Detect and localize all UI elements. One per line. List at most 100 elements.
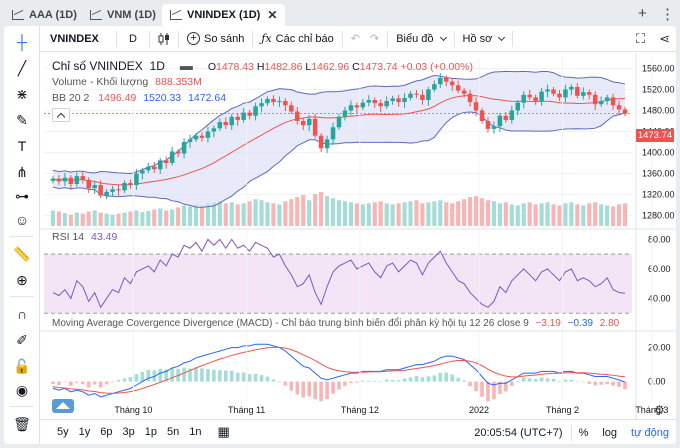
emoji-icon[interactable]: ☺ <box>14 212 30 228</box>
chart-canvas[interactable]: 1560.001520.001480.001440.001400.001360.… <box>40 52 676 419</box>
range-6m[interactable]: 6p <box>100 426 113 438</box>
brush-icon[interactable]: ✎ <box>16 111 28 128</box>
magnet-icon[interactable]: ∩ <box>16 306 28 322</box>
prediction-tool-icon[interactable]: ⊶ <box>15 187 29 204</box>
rsi-label: RSI 14 <box>52 231 85 243</box>
rsi-tick-label: 40.00 <box>648 293 671 303</box>
range-3m[interactable]: 3p <box>122 426 135 438</box>
macd-histogram-bar <box>581 381 586 383</box>
pattern-tool-icon[interactable]: ⋔ <box>16 163 28 180</box>
more-vertical-icon[interactable]: ⋮ <box>660 6 675 23</box>
close-value: 1473.74 <box>359 61 398 73</box>
profile-menu[interactable]: Hồ sơ <box>455 26 513 52</box>
macd-histogram-bar <box>599 381 603 385</box>
compare-label: So sánh <box>204 32 245 45</box>
crosshair-icon[interactable]: ┼ <box>17 34 27 50</box>
tab-aaa[interactable]: AAA (1D) <box>4 4 85 26</box>
clock-time: 20:05:54 (UTC+7) <box>474 426 563 439</box>
volume-bar <box>402 202 407 226</box>
volume-bar <box>158 208 163 226</box>
tradingview-logo-icon[interactable] <box>52 399 74 413</box>
volume-bar <box>229 202 234 226</box>
share-icon[interactable]: ⋖ <box>659 31 670 46</box>
function-icon: ƒx <box>261 32 272 45</box>
volume-bar <box>170 209 175 226</box>
candle-body <box>461 90 467 94</box>
macd-histogram-bar <box>480 381 484 397</box>
macd-histogram-bar <box>128 377 133 382</box>
volume-bar <box>217 201 222 226</box>
time-tick-label: Tháng 12 <box>341 405 379 415</box>
volume-bar <box>396 203 401 226</box>
last-price-tag: 1473.74 <box>636 129 674 142</box>
zoom-in-icon[interactable]: ⊕ <box>16 271 28 288</box>
fib-tool-icon[interactable]: ⋇ <box>16 85 28 102</box>
interval-button[interactable]: D <box>129 32 137 45</box>
macd-line <box>52 343 626 398</box>
candle-body <box>330 127 336 140</box>
macd-histogram-bar <box>223 370 228 382</box>
tab-vnindex[interactable]: VNINDEX (1D) ✕ <box>162 4 286 26</box>
volume-bar <box>473 196 479 226</box>
close-tab-icon[interactable]: ✕ <box>267 8 278 22</box>
eye-icon[interactable]: ◉ <box>15 381 29 398</box>
range-1d[interactable]: 1n <box>189 426 202 438</box>
range-1y[interactable]: 1y <box>78 426 91 438</box>
candle-body <box>515 102 521 111</box>
range-1m[interactable]: 1p <box>144 426 157 438</box>
compare-button[interactable]: + So sánh <box>179 26 252 52</box>
volume-bar <box>80 213 85 226</box>
trend-line-icon[interactable]: ╱ <box>17 59 27 76</box>
fullscreen-icon[interactable]: ⛶ <box>635 31 646 46</box>
gear-icon[interactable]: ⚙ <box>654 403 665 417</box>
candle-body <box>175 151 181 154</box>
volume-bar <box>110 214 115 226</box>
candle-body <box>360 102 366 108</box>
candle-body <box>68 177 74 184</box>
time-tick-label: Tháng 3 <box>635 405 668 415</box>
log-scale-toggle[interactable]: log <box>602 426 618 439</box>
candle-body <box>420 94 425 100</box>
tab-vnm[interactable]: VNM (1D) <box>82 4 164 26</box>
plus-circle-icon: + <box>187 32 200 45</box>
volume-bar <box>384 203 389 226</box>
candle-body <box>426 89 431 100</box>
candle-body <box>235 116 240 120</box>
chart-type-menu[interactable]: Biểu đồ <box>388 26 453 52</box>
lock-drawing-icon[interactable]: ✐ <box>16 331 28 348</box>
macd-histogram-bar <box>486 381 490 402</box>
macd-histogram-bar <box>605 381 609 385</box>
range-5d[interactable]: 5n <box>167 426 180 438</box>
range-5y[interactable]: 5y <box>57 426 69 438</box>
candle-style-button[interactable] <box>150 26 178 52</box>
volume-bar <box>134 210 139 226</box>
chart-type-label: Biểu đồ <box>396 32 434 45</box>
volume-bar <box>599 204 604 226</box>
text-tool-icon[interactable]: T <box>17 138 27 154</box>
redo-icon[interactable]: ↷ <box>369 33 380 45</box>
trash-icon[interactable]: 🗑 <box>13 415 31 432</box>
macd-histogram-bar <box>289 381 294 391</box>
calendar-icon[interactable]: ▦ <box>217 424 230 439</box>
symbol-search[interactable]: VNINDEX <box>50 32 99 45</box>
macd-histogram-bar <box>319 381 323 402</box>
lock-icon[interactable]: 🔓 <box>13 357 31 374</box>
add-tab-icon[interactable]: + <box>638 5 647 22</box>
candle-body <box>610 97 616 106</box>
tab-label: VNM (1D) <box>107 9 156 21</box>
macd-histogram-bar <box>206 368 210 382</box>
ruler-icon[interactable]: 📏 <box>13 245 31 262</box>
indicators-button[interactable]: ƒx Các chỉ báo <box>253 26 341 52</box>
percent-scale-toggle[interactable]: % <box>578 426 589 439</box>
macd-histogram-bar <box>390 379 395 382</box>
auto-scale-toggle[interactable]: tự động <box>631 426 669 439</box>
candle-body <box>587 92 592 95</box>
macd-histogram-bar <box>515 381 520 382</box>
candle-body <box>128 182 133 186</box>
candle-body <box>283 101 288 106</box>
candle-body <box>157 160 163 170</box>
chevron-down-icon <box>498 33 506 41</box>
undo-icon[interactable]: ↶ <box>350 33 360 45</box>
volume-bar <box>271 203 276 226</box>
collapse-legend-button[interactable] <box>52 108 70 122</box>
